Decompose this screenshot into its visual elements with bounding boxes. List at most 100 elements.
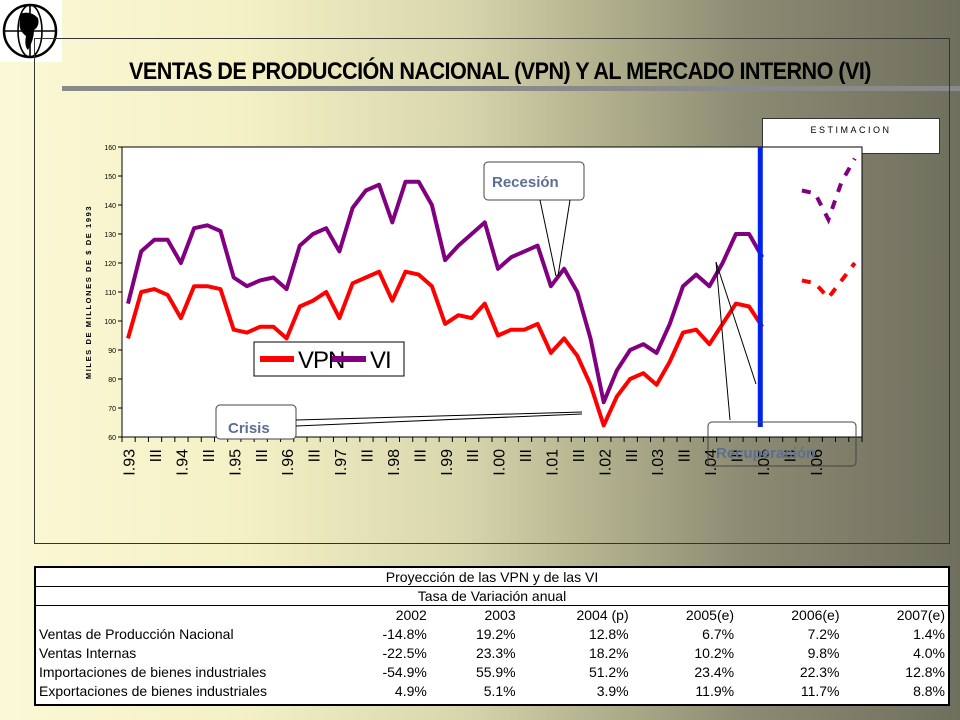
table-cell: -54.9%: [382, 664, 427, 680]
y-tick-label: 110: [105, 290, 116, 297]
column-header: 2005(e): [685, 607, 735, 623]
line-chart: 60 70 80 90 100 110 120 130 140 150 160 MILES DE MI…: [84, 145, 863, 476]
crisis-label: Crisis: [228, 420, 270, 437]
x-year-label: I.01: [544, 449, 561, 476]
x-year-label: I.96: [280, 449, 297, 476]
x-year-label: I.06: [809, 449, 826, 476]
globe-icon: [2, 3, 58, 59]
row-label: Importaciones de bienes industriales: [39, 664, 267, 680]
table-cell: 11.9%: [695, 683, 735, 699]
table-cell: 51.2%: [588, 664, 629, 680]
table-cell: 23.3%: [475, 645, 516, 661]
x-year-label: I.98: [386, 449, 403, 476]
crisis-pointer: [295, 411, 583, 421]
table-cell: 4.0%: [913, 645, 945, 661]
table-cell: -14.8%: [382, 626, 427, 642]
legend-label-vi: VI: [370, 347, 391, 374]
recovery-pointer: [715, 261, 731, 421]
x-quarter-label: III: [307, 449, 324, 462]
x-quarter-label: III: [465, 449, 482, 462]
x-quarter-label: III: [412, 449, 429, 462]
x-year-label: I.03: [650, 449, 667, 476]
y-tick-label: 160: [104, 145, 116, 152]
recession-pointer: [557, 199, 571, 277]
projection-line-vpn: [801, 261, 857, 301]
x-year-label: I.95: [227, 449, 244, 476]
y-tick-label: 130: [104, 232, 116, 239]
table-cell: 10.2%: [694, 645, 735, 661]
x-quarter-label: III: [677, 449, 694, 462]
x-year-label: I.97: [333, 449, 350, 476]
y-tick-label: 140: [104, 203, 116, 210]
table-title: Proyección de las VPN y de las VI: [36, 568, 948, 587]
x-quarter-label: III: [782, 449, 799, 462]
chart-frame: [34, 38, 950, 544]
table-cell: -22.5%: [382, 645, 427, 661]
table-row: Ventas Internas -22.5% 23.3% 18.2% 10.2%…: [36, 644, 948, 663]
recovery-label: Recuperación: [716, 445, 815, 462]
x-year-label: I.94: [174, 449, 191, 476]
table-cell: 55.9%: [475, 664, 516, 680]
chart-title: VENTAS DE PRODUCCIÓN NACIONAL (VPN) Y AL…: [129, 58, 871, 85]
table-cell: 3.9%: [596, 683, 629, 699]
row-label: Ventas de Producción Nacional: [39, 626, 234, 642]
table-cell: 7.2%: [807, 626, 840, 642]
x-quarter-label: III: [254, 449, 271, 462]
table-cell: 5.1%: [483, 683, 516, 699]
table-cell: 6.7%: [702, 626, 735, 642]
table-cell: 22.3%: [799, 664, 840, 680]
x-quarter-label: III: [571, 449, 588, 462]
table-cell: 12.8%: [588, 626, 629, 642]
y-tick-label: 150: [104, 174, 116, 181]
table-cell: 18.2%: [588, 645, 629, 661]
series-line-vi: [126, 179, 765, 405]
row-label: Ventas Internas: [39, 645, 137, 661]
crisis-pointer: [295, 413, 583, 427]
table-row: Exportaciones de bienes industriales 4.9…: [36, 682, 948, 701]
y-tick-label: 60: [108, 435, 116, 442]
recovery-callout: [707, 421, 857, 467]
recession-callout: [483, 161, 585, 201]
x-quarter-label: III: [624, 449, 641, 462]
table-cell: 1.4%: [913, 626, 945, 642]
recession-label: Recesión: [492, 174, 559, 191]
recession-pointer: [539, 199, 557, 277]
table-cell: 4.9%: [394, 683, 427, 699]
x-year-label: I.04: [703, 449, 720, 476]
globe-logo: [0, 0, 62, 62]
table-row: Importaciones de bienes industriales -54…: [36, 663, 948, 682]
y-tick-label: 100: [104, 319, 116, 326]
projection-line-vi: [801, 157, 857, 225]
column-header: 2007(e): [896, 607, 945, 623]
table-row: Ventas de Producción Nacional -14.8% 19.…: [36, 625, 948, 644]
recovery-pointer: [715, 261, 757, 385]
column-header: 2003: [484, 607, 516, 623]
column-header: 2002: [395, 607, 427, 623]
x-year-label: I.93: [122, 449, 139, 476]
x-year-label: I.05: [756, 449, 773, 476]
y-tick-label: 70: [108, 406, 116, 413]
series-line-vpn: [126, 269, 764, 428]
x-quarter-label: III: [729, 449, 746, 462]
x-quarter-label: III: [359, 449, 376, 462]
x-quarter-label: III: [201, 449, 218, 462]
y-tick-label: 90: [108, 348, 116, 355]
x-quarter-label: III: [518, 449, 535, 462]
crisis-callout: [215, 404, 297, 440]
column-header: 2006(e): [791, 607, 840, 623]
table-cell: 11.7%: [800, 683, 840, 699]
y-tick-label: 120: [104, 261, 116, 268]
table-cell: 23.4%: [694, 664, 735, 680]
table-cell: 12.8%: [905, 664, 945, 680]
y-axis-label: MILES DE MILLONES DE $ DE 1993: [84, 205, 93, 379]
x-quarter-label: III: [148, 449, 165, 462]
x-year-label: I.00: [492, 449, 509, 476]
projection-table: Proyección de las VPN y de las VI Tasa d…: [34, 566, 950, 706]
table-cell: 8.8%: [913, 683, 945, 699]
header-empty-cell: [36, 606, 332, 626]
row-label: Exportaciones de bienes industriales: [39, 683, 268, 699]
x-year-label: I.99: [439, 449, 456, 476]
table-cell: 9.8%: [807, 645, 840, 661]
table-subtitle: Tasa de Variación anual: [36, 586, 948, 606]
table-cell: 19.2%: [475, 626, 516, 642]
